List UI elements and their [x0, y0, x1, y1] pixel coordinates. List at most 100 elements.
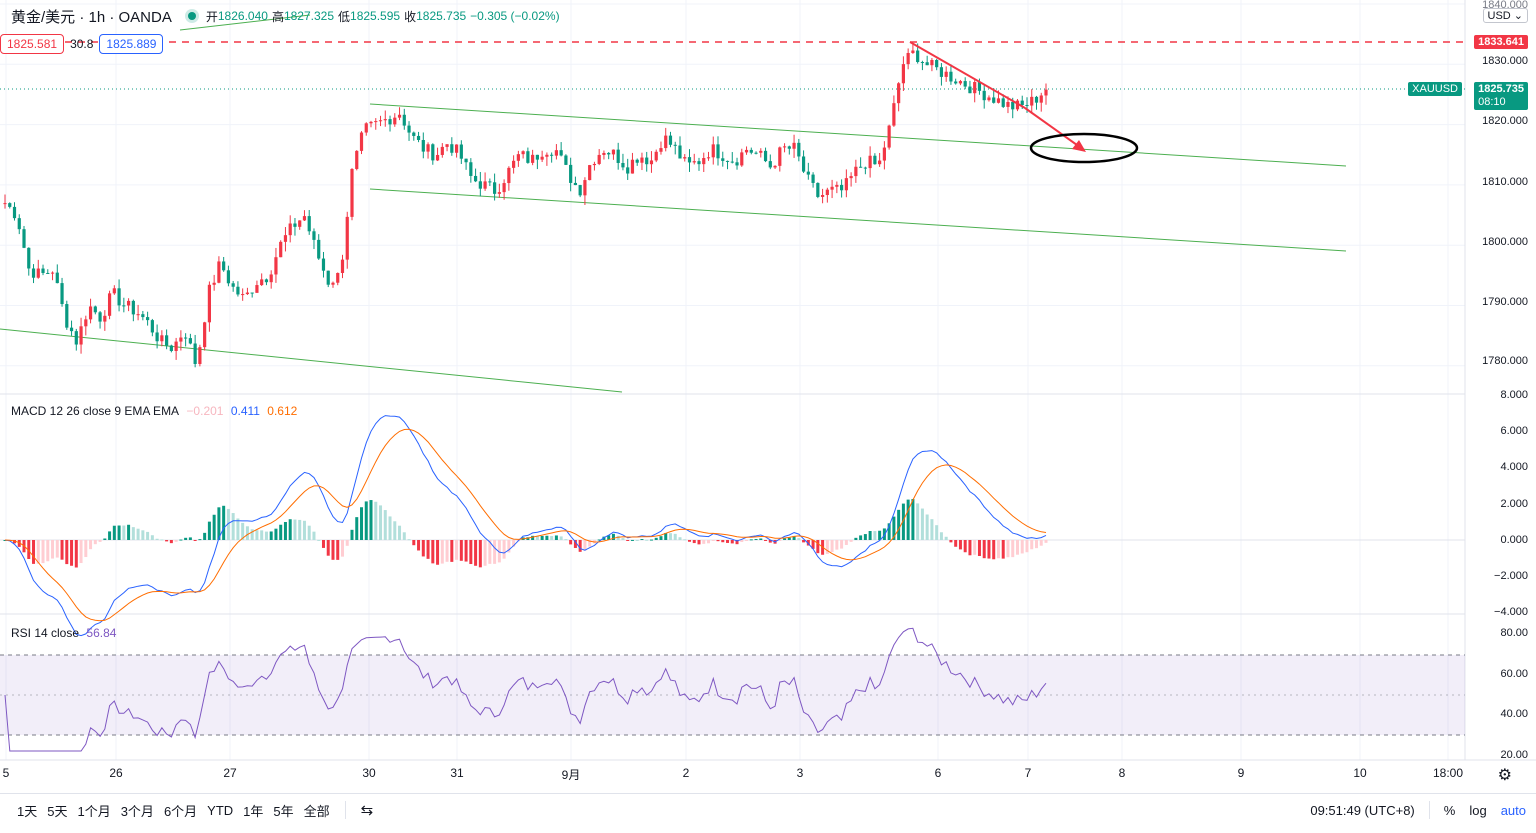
range-all-button[interactable]: 全部 [303, 803, 330, 819]
macd-hist-bar [987, 540, 991, 559]
macd-hist-bar [649, 539, 653, 541]
candle-body [236, 286, 240, 295]
log-toggle[interactable]: log [1469, 802, 1487, 818]
price-tick: 1800.000 [1482, 236, 1528, 248]
candle-body [935, 60, 939, 68]
candle-body [816, 182, 820, 197]
macd-hist-bar [992, 540, 996, 560]
macd-hist-bar [440, 540, 444, 564]
drawing-arrow[interactable] [909, 41, 1086, 152]
candle-body [668, 135, 673, 145]
candle-body [602, 152, 606, 155]
macd-hist-bar [455, 540, 459, 560]
candle-body [797, 142, 801, 157]
candle-body [231, 283, 235, 287]
macd-hist-bar [146, 531, 150, 540]
macd-hist-bar [70, 540, 74, 566]
candle-body [982, 90, 986, 101]
candle-body [735, 162, 739, 166]
clock[interactable]: 09:51:49 (UTC+8) [1310, 802, 1415, 818]
last-price-tag: 1825.735 08:10 [1474, 82, 1528, 110]
macd-hist-bar [222, 505, 226, 540]
candle-body [573, 182, 578, 186]
settings-gear-icon[interactable]: ⚙ [1497, 767, 1512, 784]
macd-hist-bar [569, 540, 573, 545]
candle-body [763, 150, 768, 162]
candle-body [454, 144, 459, 153]
macd-tick: −2.000 [1494, 570, 1528, 582]
candle-body [440, 146, 444, 155]
range-6m-button[interactable]: 6个月 [163, 803, 198, 819]
macd-hist-bar [554, 535, 558, 540]
candle-body [46, 272, 50, 274]
macd-hist-bar [345, 540, 349, 546]
symbol-title[interactable]: 黄金/美元 · 1h · OANDA [11, 8, 172, 26]
macd-hist-bar [811, 540, 815, 549]
spread-value: 30.8 [70, 37, 94, 51]
macd-hist-bar [426, 540, 430, 559]
macd-hist-bar [317, 539, 321, 541]
range-ytd-button[interactable]: YTD [207, 802, 234, 818]
macd-hist-bar [830, 540, 834, 552]
range-1m-button[interactable]: 1个月 [77, 803, 111, 819]
price-tick: 1810.000 [1482, 176, 1528, 188]
range-3m-button[interactable]: 3个月 [120, 803, 154, 819]
candle-body [131, 300, 135, 315]
macd-hist-bar [41, 540, 45, 564]
percent-toggle[interactable]: % [1443, 802, 1456, 818]
macd-hist-bar [844, 540, 848, 545]
macd-hist-bar [1030, 540, 1034, 550]
candle-body [744, 149, 749, 153]
candle-body [374, 121, 378, 123]
macd-hist-bar [588, 540, 592, 547]
buy-button[interactable]: 1825.889 [99, 34, 164, 54]
range-1d-button[interactable]: 1天 [17, 803, 38, 819]
low-value: 1825.595 [350, 9, 401, 23]
candle-body [55, 272, 59, 284]
macd-hist-bar [911, 499, 915, 540]
macd-hist-bar [768, 540, 772, 543]
macd-hist-bar [488, 540, 492, 564]
macd-hist-bar [835, 540, 839, 550]
trend-channel[interactable] [0, 14, 1347, 393]
sell-button[interactable]: 1825.581 [0, 34, 65, 54]
bottom-toolbar: 1天 5天 1个月 3个月 6个月 YTD 1年 5年 全部 ⇆ 09:51:4… [0, 793, 1536, 826]
currency-selector[interactable]: USD ⌄ [1482, 8, 1528, 23]
macd-hist-bar [269, 531, 273, 540]
macd-hist-bar [583, 540, 587, 551]
symbol-legend[interactable]: 黄金/美元 · 1h · OANDA 开 1826.040 高 1827.325 低… [11, 6, 564, 26]
candle-body [578, 185, 582, 196]
goto-date-icon[interactable]: ⇆ [360, 802, 374, 819]
macd-hist-bar [483, 540, 487, 566]
drawing-ellipse[interactable] [1029, 132, 1139, 164]
macd-legend[interactable]: MACD 12 26 close 9 EMA EMA −0.201 0.411 … [11, 404, 301, 418]
candle-body [407, 125, 411, 133]
range-5y-button[interactable]: 5年 [273, 803, 294, 819]
macd-hist-bar [925, 514, 929, 540]
macd-hist-bar [122, 525, 126, 540]
macd-hist-bar [260, 530, 264, 540]
macd-hist-bar [402, 532, 406, 540]
candle-body [512, 160, 516, 168]
macd-hist-bar [193, 540, 197, 541]
rsi-legend[interactable]: RSI 14 close 56.84 [11, 626, 120, 640]
candle-body [778, 147, 782, 166]
candle-body [545, 154, 549, 157]
time-tick: 7 [1024, 766, 1032, 780]
time-tick: 30 [362, 766, 376, 780]
range-5d-button[interactable]: 5天 [47, 803, 68, 819]
macd-tick: 0.000 [1500, 534, 1528, 546]
macd-hist-bar [383, 510, 387, 540]
range-1y-button[interactable]: 1年 [243, 803, 264, 819]
candle-body [435, 154, 440, 161]
macd-hist-bar [155, 538, 159, 540]
macd-hist-bar [863, 534, 867, 540]
candle-body [725, 160, 730, 162]
candle-body [640, 157, 644, 163]
candle-body [369, 121, 373, 124]
macd-hist-bar [611, 533, 615, 540]
candle-body [887, 125, 891, 148]
macd-hist-bar [493, 540, 497, 564]
auto-toggle[interactable]: auto [1500, 802, 1526, 818]
